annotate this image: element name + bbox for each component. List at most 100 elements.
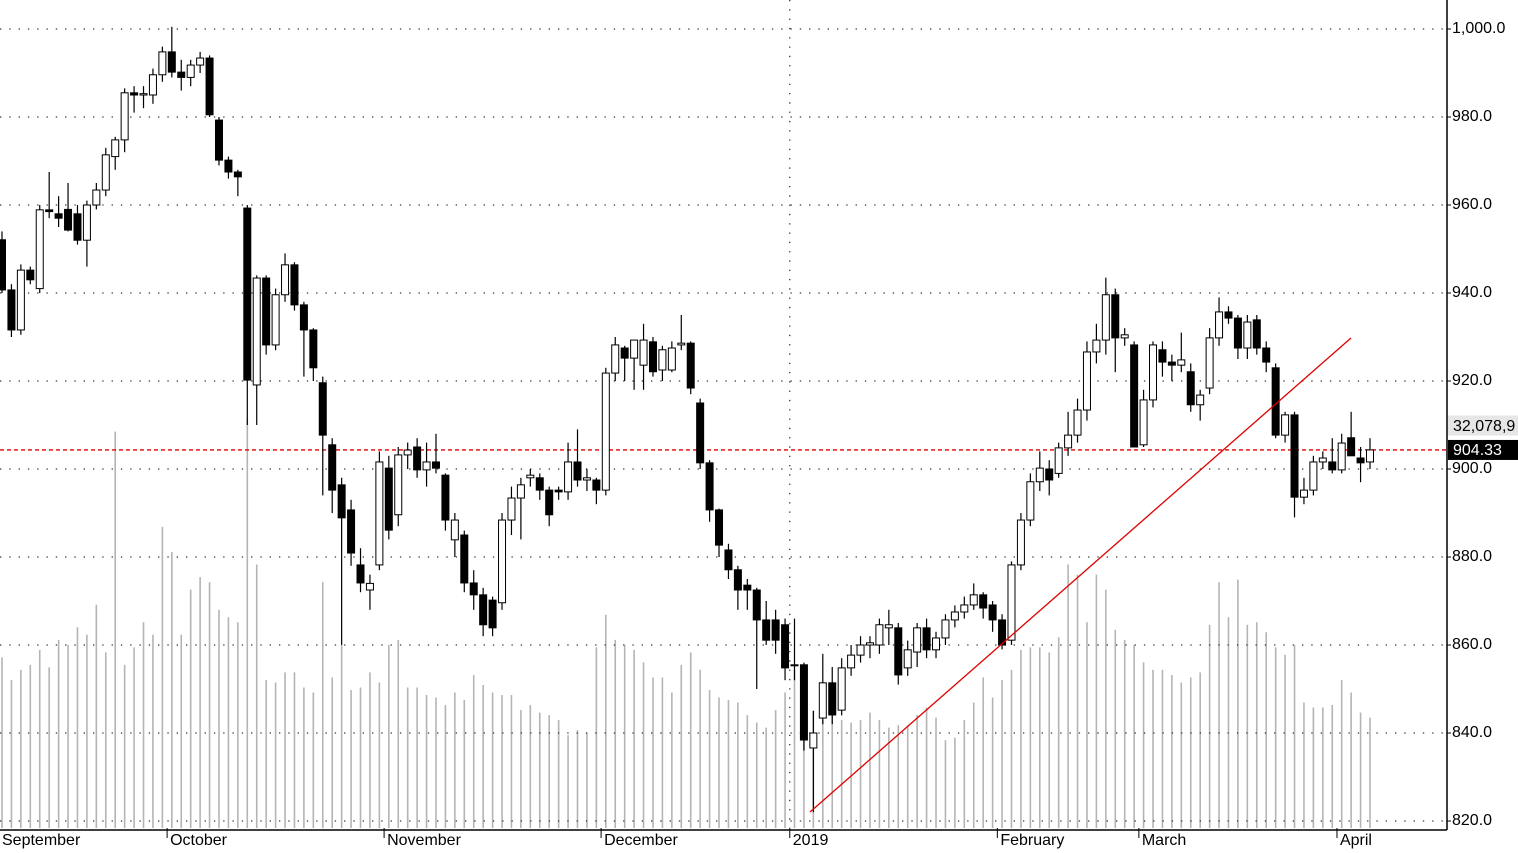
candle-body <box>177 71 186 78</box>
y-tick-label: 940.0 <box>1452 284 1492 301</box>
volume-label-box <box>1448 415 1518 436</box>
candle-body <box>648 341 657 373</box>
candle-body <box>658 349 667 371</box>
candle-body <box>7 289 16 331</box>
last-close-label: 904.33 <box>1453 442 1502 459</box>
candle-body <box>884 624 893 629</box>
candle-body <box>809 732 818 749</box>
candle-body <box>290 264 299 306</box>
candle-body <box>1167 361 1176 366</box>
x-tick-label: February <box>1000 832 1064 849</box>
candle-body <box>1366 449 1374 463</box>
candle-body <box>1045 468 1054 481</box>
x-tick-label: December <box>604 832 678 849</box>
candle-body <box>1299 489 1308 498</box>
candle-body <box>1016 519 1025 566</box>
candle-body <box>431 461 440 469</box>
candle-body <box>507 497 516 521</box>
candle-body <box>413 446 422 471</box>
candle-body <box>781 624 790 669</box>
candle-body <box>1215 311 1224 339</box>
candle-body <box>205 57 214 116</box>
candle-body <box>1290 414 1299 498</box>
candle-body <box>328 444 337 491</box>
candle-body <box>696 402 705 464</box>
x-tick-label: April <box>1340 832 1372 849</box>
candle-body <box>743 584 752 591</box>
candle-body <box>262 277 271 346</box>
candle-body <box>828 682 837 716</box>
candle-body <box>856 644 865 656</box>
candle-body <box>894 627 903 676</box>
candle-body <box>450 519 459 541</box>
candle-body <box>1186 371 1195 406</box>
candle-body <box>356 564 365 584</box>
candle-body <box>913 627 922 653</box>
candle-body <box>705 462 714 511</box>
candle-body <box>960 604 969 613</box>
candle-body <box>818 682 827 719</box>
y-tick-label: 960.0 <box>1452 196 1492 213</box>
y-tick-label: 860.0 <box>1452 636 1492 653</box>
candle-body <box>903 649 912 669</box>
candle-body <box>1328 461 1337 471</box>
candle-body <box>592 479 601 491</box>
candle-body <box>281 264 290 296</box>
candle-body <box>148 74 157 96</box>
candle-body <box>243 207 252 381</box>
y-tick-label: 840.0 <box>1452 724 1492 741</box>
label-layer: 820.0 840.0 860.0 880.0 900.0 920.0 940.0 960.0… <box>2 20 1518 849</box>
volume-layer <box>1 419 1371 828</box>
candle-body <box>101 154 110 191</box>
candle-body <box>865 642 874 646</box>
candle-body <box>620 347 629 359</box>
candle-body <box>771 619 780 641</box>
candle-layer <box>0 26 1374 813</box>
candle-body <box>1196 394 1205 406</box>
candle-body <box>1309 461 1318 491</box>
candle-body <box>1233 317 1242 349</box>
candle-body <box>630 339 639 359</box>
candle-body <box>601 372 610 491</box>
candle-body <box>1054 447 1063 474</box>
candle-body <box>441 474 450 521</box>
candle-body <box>16 269 25 331</box>
candle-body <box>309 329 318 369</box>
candle-body <box>752 589 761 621</box>
candle-body <box>667 347 676 371</box>
y-tick-label: 820.0 <box>1452 812 1492 829</box>
candle-body <box>922 627 931 651</box>
candle-body <box>932 637 941 651</box>
candle-body <box>733 569 742 591</box>
candle-body <box>1337 442 1346 471</box>
candle-body <box>1281 414 1290 436</box>
candle-body <box>365 582 374 591</box>
candle-body <box>158 51 167 76</box>
candle-body <box>526 474 535 479</box>
candle-body <box>1149 344 1158 401</box>
x-tick-label: 2019 <box>793 832 829 849</box>
candle-body <box>799 664 808 741</box>
candle-body <box>45 209 54 213</box>
y-tick-label: 980.0 <box>1452 108 1492 125</box>
candle-body <box>167 51 176 73</box>
candle-body <box>347 509 356 554</box>
candle-body <box>73 213 82 241</box>
candle-body <box>139 93 148 96</box>
candle-body <box>1111 294 1120 339</box>
y-tick-label: 1,000.0 <box>1452 20 1505 37</box>
candle-body <box>299 304 308 331</box>
candle-body <box>214 119 223 161</box>
candle-body <box>847 654 856 669</box>
candle-body <box>82 204 91 241</box>
x-tick-label: November <box>387 832 461 849</box>
last-close-box <box>1448 439 1518 460</box>
candle-body <box>950 611 959 621</box>
candle-body <box>573 461 582 481</box>
x-tick-label: March <box>1142 832 1186 849</box>
candle-body <box>677 342 686 346</box>
candle-body <box>394 454 403 516</box>
candle-body <box>403 449 412 456</box>
y-tick-label: 900.0 <box>1452 460 1492 477</box>
candle-body <box>762 619 771 641</box>
